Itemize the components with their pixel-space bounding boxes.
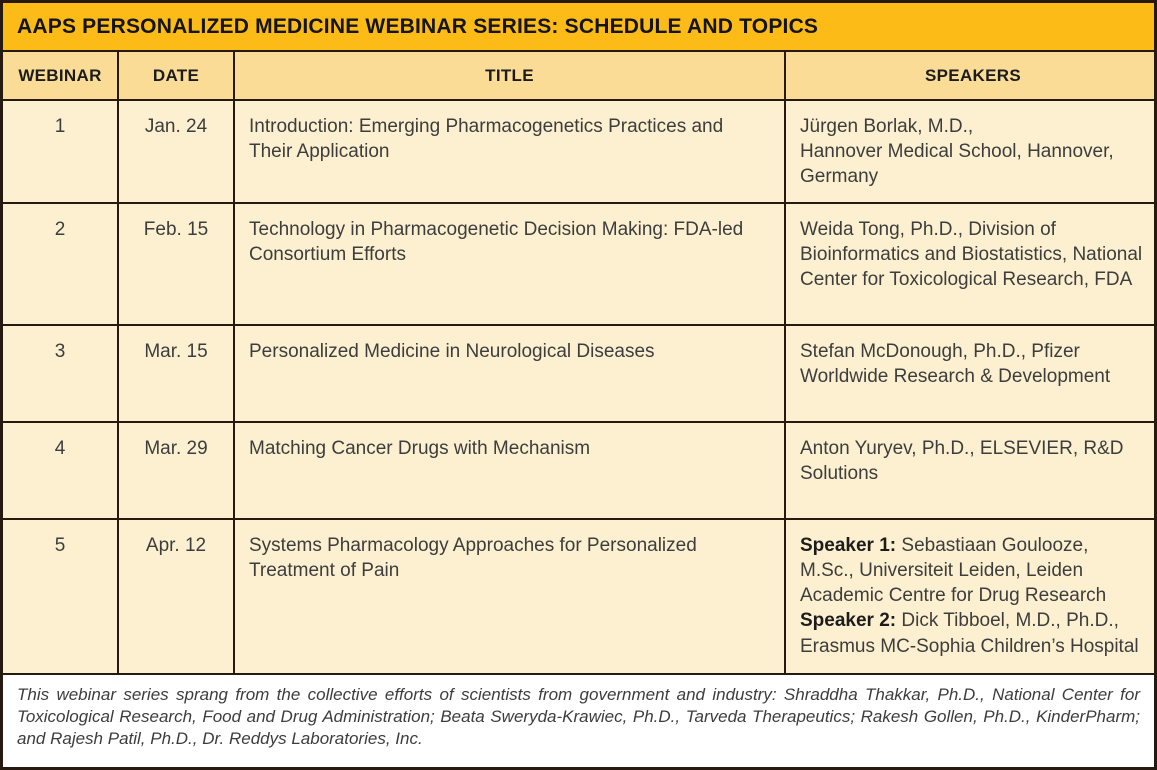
date-cell: Feb. 15 [117,202,235,327]
webinar-number-cell: 1 [3,98,119,205]
header-row: WEBINAR DATE TITLE SPEAKERS [3,52,1154,101]
speaker-entry: Speaker 1: Sebastiaan Goulooze, M.Sc., U… [800,535,1107,607]
table-row: 4 Mar. 29 Matching Cancer Drugs with Mecha… [3,421,1154,521]
date-cell: Jan. 24 [117,98,235,205]
table-header: WEBINAR DATE TITLE SPEAKERS [3,52,1154,101]
speakers-cell: Jürgen Borlak, M.D., Hannover Medical Sch… [784,98,1154,205]
title-cell: Technology in Pharmacogenetic Decision M… [233,202,786,327]
page-title: AAPS PERSONALIZED MEDICINE WEBINAR SERIE… [3,3,1154,52]
table-row: 5 Apr. 12 Systems Pharmacology Approaches … [3,518,1154,676]
column-header-date: DATE [117,52,235,101]
schedule-table: WEBINAR DATE TITLE SPEAKERS 1 Jan. 24 Intr… [3,52,1154,676]
speaker-entry: Stefan McDonough, Ph.D., Pfizer Worldwid… [800,341,1111,388]
table-body: 1 Jan. 24 Introduction: Emerging Pharmacog… [3,98,1154,676]
date-cell: Mar. 15 [117,324,235,424]
table-row: 1 Jan. 24 Introduction: Emerging Pharmacog… [3,98,1154,205]
title-cell: Systems Pharmacology Approaches for Pers… [233,518,786,676]
column-header-title: TITLE [233,52,786,101]
webinar-number-cell: 2 [3,202,119,327]
speaker-entry: Anton Yuryev, Ph.D., ELSEVIER, R&D Solut… [800,438,1124,485]
webinar-number-cell: 4 [3,421,119,521]
speaker-entry: Jürgen Borlak, M.D., [800,116,974,137]
speaker-entry: Weida Tong, Ph.D., Division of Bioinform… [800,219,1143,291]
speaker-entry: Hannover Medical School, Hannover, Germa… [800,141,1114,188]
date-cell: Mar. 29 [117,421,235,521]
speakers-cell: Weida Tong, Ph.D., Division of Bioinform… [784,202,1154,327]
column-header-speakers: SPEAKERS [784,52,1154,101]
date-cell: Apr. 12 [117,518,235,676]
speakers-cell: Speaker 1: Sebastiaan Goulooze, M.Sc., U… [784,518,1154,676]
footnote: This webinar series sprang from the coll… [3,675,1154,757]
column-header-webinar: WEBINAR [3,52,119,101]
webinar-number-cell: 3 [3,324,119,424]
speakers-cell: Stefan McDonough, Ph.D., Pfizer Worldwid… [784,324,1154,424]
title-cell: Personalized Medicine in Neurological Di… [233,324,786,424]
table-row: 3 Mar. 15 Personalized Medicine in Neurolo… [3,324,1154,424]
title-cell: Matching Cancer Drugs with Mechanism [233,421,786,521]
webinar-number-cell: 5 [3,518,119,676]
title-cell: Introduction: Emerging Pharmacogenetics … [233,98,786,205]
speakers-cell: Anton Yuryev, Ph.D., ELSEVIER, R&D Solut… [784,421,1154,521]
speaker-entry: Speaker 2: Dick Tibboel, M.D., Ph.D., Er… [800,610,1139,657]
table-row: 2 Feb. 15 Technology in Pharmacogenetic De… [3,202,1154,327]
